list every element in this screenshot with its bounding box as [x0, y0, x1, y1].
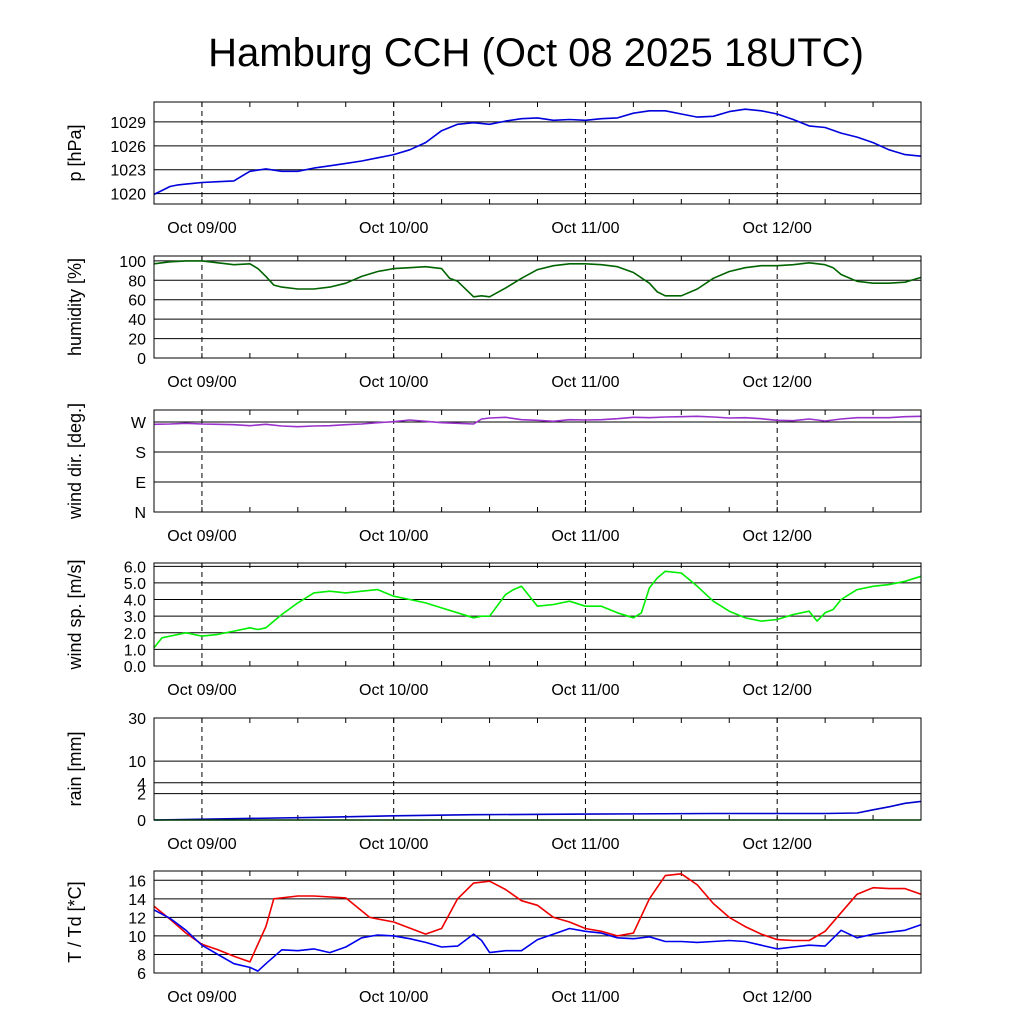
- y-tick-label: 4.0: [124, 593, 146, 610]
- y-tick-label: 10: [128, 754, 146, 771]
- series-line-wind_direction: [153, 415, 922, 428]
- y-tick-label: 20: [128, 332, 146, 349]
- y-tick-label: 6.0: [124, 559, 146, 576]
- y-tick-label: 0: [137, 351, 146, 368]
- y-tick-label: 60: [128, 293, 146, 310]
- panel-humidity: 0 20 40 60 80 100 Oct 09/00 Oct 10/00 Oct 11/00 O…: [65, 254, 922, 391]
- x-tick-label: Oct 09/00: [167, 836, 236, 853]
- y-tick-label: N: [134, 505, 146, 522]
- series-line-wind_speed: [153, 570, 922, 649]
- y-tick-label: W: [131, 415, 147, 432]
- y-tick-label: 30: [128, 711, 146, 728]
- y-tick-label: 10: [128, 929, 146, 946]
- y-tick-label: 0.0: [124, 659, 146, 676]
- x-tick-label: Oct 10/00: [359, 682, 428, 699]
- y-tick-label: 8: [137, 947, 146, 964]
- y-tick-label: 100: [119, 254, 146, 271]
- y-axis-label: p [hPa]: [65, 124, 85, 181]
- x-tick-label: Oct 09/00: [167, 374, 236, 391]
- x-tick-label: Oct 09/00: [167, 989, 236, 1006]
- panel-wind_speed: 0.01.02.03.04.05.06.0 Oct 09/00 Oct 10/00 O…: [65, 559, 922, 699]
- x-tick-label: Oct 11/00: [551, 220, 619, 237]
- y-axis-label: wind sp. [m/s]: [65, 559, 85, 670]
- chart-title: Hamburg CCH (Oct 08 2025 18UTC): [208, 31, 864, 75]
- series-line-pressure: [153, 108, 922, 196]
- series-line-temperature: [153, 872, 922, 963]
- panel-rain: 0 24 10 30 Oct 09/00 Oct 10/00 Oct 11/00 Oct 12…: [65, 711, 922, 853]
- y-tick-label: 4: [137, 776, 146, 793]
- x-tick-label: Oct 09/00: [167, 682, 236, 699]
- panel-frame: [153, 255, 922, 359]
- y-tick-label: 1029: [110, 115, 146, 132]
- x-tick-label: Oct 10/00: [359, 989, 428, 1006]
- y-axis-label: rain [mm]: [65, 731, 85, 806]
- x-tick-label: Oct 12/00: [743, 989, 812, 1006]
- y-axis-label: humidity [%]: [65, 258, 85, 356]
- y-tick-label: S: [135, 445, 146, 462]
- x-tick-label: Oct 11/00: [551, 682, 619, 699]
- y-tick-label: 12: [128, 910, 146, 927]
- panel-frame: [153, 562, 922, 667]
- y-tick-label: E: [135, 475, 146, 492]
- x-tick-label: Oct 09/00: [167, 528, 236, 545]
- y-tick-label: 0: [137, 813, 146, 830]
- x-tick-label: Oct 12/00: [743, 682, 812, 699]
- y-tick-label: 16: [128, 873, 146, 890]
- y-tick-label: 1023: [110, 163, 146, 180]
- y-tick-label: 6: [137, 966, 146, 983]
- y-tick-label: 1026: [110, 139, 146, 156]
- x-tick-label: Oct 11/00: [551, 989, 619, 1006]
- y-tick-label: 5.0: [124, 576, 146, 593]
- x-tick-label: Oct 11/00: [551, 836, 619, 853]
- series-line-temperature: [153, 909, 922, 972]
- panel-frame: [153, 101, 922, 205]
- x-tick-label: Oct 12/00: [743, 220, 812, 237]
- y-tick-label: 14: [128, 892, 146, 909]
- x-tick-label: Oct 12/00: [743, 374, 812, 391]
- x-tick-label: Oct 11/00: [551, 528, 619, 545]
- x-tick-label: Oct 12/00: [743, 836, 812, 853]
- series-line-rain: [153, 800, 922, 821]
- y-tick-label: 3.0: [124, 609, 146, 626]
- x-tick-label: Oct 10/00: [359, 528, 428, 545]
- panel-pressure: 1020 1023 1026 1029 Oct 09/00 Oct 10/00 Oct 11…: [65, 101, 922, 237]
- series-line-humidity: [153, 260, 922, 298]
- panel-frame: [153, 717, 922, 821]
- x-tick-label: Oct 10/00: [359, 374, 428, 391]
- y-axis-label: T / Td [*C]: [65, 881, 85, 962]
- panel-frame: [153, 409, 922, 513]
- x-tick-label: Oct 11/00: [551, 374, 619, 391]
- y-axis-label: wind dir. [deg.]: [65, 403, 85, 520]
- x-tick-label: Oct 12/00: [743, 528, 812, 545]
- x-tick-label: Oct 10/00: [359, 836, 428, 853]
- x-tick-label: Oct 09/00: [167, 220, 236, 237]
- y-tick-label: 80: [128, 273, 146, 290]
- y-tick-label: 2: [137, 787, 146, 804]
- y-tick-label: 1.0: [124, 642, 146, 659]
- y-tick-label: 2.0: [124, 626, 146, 643]
- x-tick-label: Oct 10/00: [359, 220, 428, 237]
- panel-frame: [153, 870, 922, 974]
- y-tick-label: 1020: [110, 187, 146, 204]
- y-tick-label: 40: [128, 312, 146, 329]
